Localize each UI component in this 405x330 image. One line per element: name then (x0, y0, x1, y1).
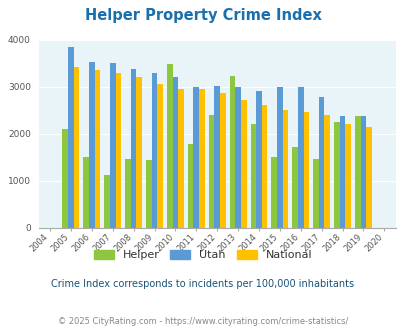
Bar (250, 124, 256, 228)
Bar (345, 124, 350, 228)
Bar (166, 64, 172, 228)
Bar (282, 110, 288, 228)
Bar (74, 67, 79, 228)
Bar (68, 47, 74, 228)
Bar (333, 122, 339, 228)
Bar (235, 87, 240, 228)
Bar (303, 112, 309, 228)
Bar (62, 129, 68, 228)
Legend: Helper, Utah, National: Helper, Utah, National (93, 250, 312, 260)
Bar (360, 116, 365, 228)
Bar (188, 144, 193, 228)
Bar (157, 84, 162, 228)
Bar (297, 87, 303, 228)
Bar (240, 100, 246, 228)
Bar (83, 157, 89, 228)
Bar (276, 87, 282, 228)
Bar (172, 77, 178, 228)
Bar (318, 96, 324, 228)
Bar (89, 62, 94, 228)
Text: Helper Property Crime Index: Helper Property Crime Index (84, 8, 321, 23)
Bar (229, 76, 235, 228)
Bar (324, 115, 329, 228)
Bar (312, 159, 318, 228)
Bar (198, 89, 204, 228)
Text: © 2025 CityRating.com - https://www.cityrating.com/crime-statistics/: © 2025 CityRating.com - https://www.city… (58, 317, 347, 326)
Bar (115, 74, 121, 228)
Bar (136, 77, 142, 228)
Text: Crime Index corresponds to incidents per 100,000 inhabitants: Crime Index corresponds to incidents per… (51, 279, 354, 289)
Bar (365, 127, 371, 228)
Bar (339, 116, 345, 228)
Bar (261, 105, 267, 228)
Bar (178, 88, 183, 228)
Bar (104, 175, 110, 228)
Bar (220, 93, 225, 228)
Bar (292, 147, 297, 228)
Bar (354, 116, 360, 228)
Bar (110, 63, 115, 228)
Bar (151, 73, 157, 228)
Bar (130, 69, 136, 228)
Bar (256, 91, 261, 228)
Bar (271, 157, 276, 228)
Bar (94, 70, 100, 228)
Bar (214, 86, 220, 228)
Bar (193, 87, 198, 228)
Bar (208, 115, 214, 228)
Bar (146, 160, 151, 228)
Bar (125, 159, 130, 228)
